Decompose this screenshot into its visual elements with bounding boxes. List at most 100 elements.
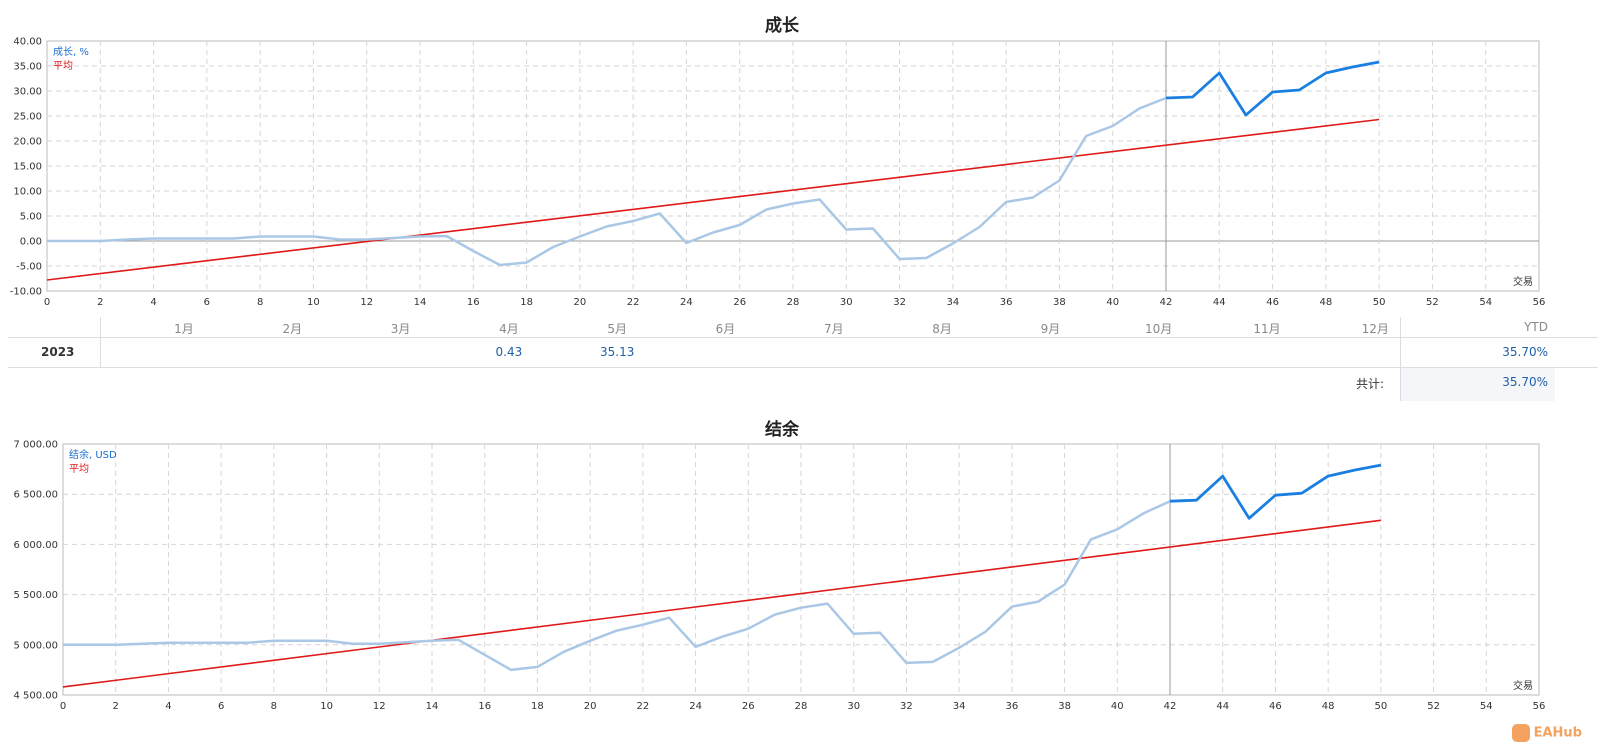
table-top-border xyxy=(8,337,1598,338)
x-tick-label: 34 xyxy=(946,297,959,308)
table-ytd-divider xyxy=(1400,317,1401,401)
y-tick-label: 5.00 xyxy=(20,212,42,223)
x-tick-label: 8 xyxy=(257,297,263,308)
year-label: 2023 xyxy=(41,345,75,359)
x-tick-label: 6 xyxy=(218,701,224,712)
x-tick-label: 38 xyxy=(1058,701,1071,712)
y-tick-label: 5 000.00 xyxy=(13,640,58,651)
x-tick-label: 40 xyxy=(1111,701,1124,712)
x-tick-label: 54 xyxy=(1479,297,1492,308)
x-tick-label: 16 xyxy=(478,701,491,712)
x-tick-label: 24 xyxy=(680,297,693,308)
x-tick-label: 10 xyxy=(320,701,333,712)
recent-series-line xyxy=(1169,463,1382,520)
x-tick-label: 10 xyxy=(307,297,320,308)
x-tick-label: 0 xyxy=(44,297,50,308)
legend-series-label: 成长, % xyxy=(53,46,89,58)
x-tick-label: 2 xyxy=(97,297,103,308)
history-series-line xyxy=(47,96,1167,267)
month-value: 0.43 xyxy=(495,345,523,359)
y-tick-label: 5 500.00 xyxy=(13,590,58,601)
x-tick-label: 20 xyxy=(573,297,586,308)
average-trend-line xyxy=(46,118,1380,281)
x-tick-label: 52 xyxy=(1427,701,1440,712)
x-tick-label: 42 xyxy=(1160,297,1173,308)
x-tick-label: 44 xyxy=(1213,297,1226,308)
legend-average-label: 平均 xyxy=(53,60,73,72)
x-tick-label: 20 xyxy=(584,701,597,712)
x-tick-label: 22 xyxy=(627,297,640,308)
y-tick-label: 40.00 xyxy=(13,37,42,48)
table-year-divider xyxy=(100,317,101,367)
month-header: 6月 xyxy=(715,322,736,336)
ytd-value: 35.70% xyxy=(1502,345,1548,359)
y-tick-label: 6 000.00 xyxy=(13,540,58,551)
x-tick-label: 48 xyxy=(1319,297,1332,308)
x-axis-label: 交易 xyxy=(1513,679,1533,692)
y-tick-label: 35.00 xyxy=(13,62,42,73)
average-trend-line xyxy=(62,519,1381,688)
x-tick-label: 36 xyxy=(1000,297,1013,308)
x-tick-label: 28 xyxy=(795,701,808,712)
x-tick-label: 44 xyxy=(1216,701,1229,712)
month-header: 7月 xyxy=(823,322,844,336)
x-tick-label: 46 xyxy=(1269,701,1282,712)
total-label: 共计: xyxy=(1355,377,1384,391)
x-tick-label: 26 xyxy=(733,297,746,308)
x-tick-label: 12 xyxy=(360,297,373,308)
x-tick-label: 54 xyxy=(1480,701,1493,712)
x-tick-label: 32 xyxy=(893,297,906,308)
watermark: EAHub xyxy=(1511,724,1582,742)
x-tick-label: 4 xyxy=(165,701,171,712)
y-tick-label: 7 000.00 xyxy=(13,440,58,451)
x-tick-label: 34 xyxy=(953,701,966,712)
month-header: 3月 xyxy=(390,322,411,336)
month-header: 4月 xyxy=(499,322,519,336)
month-value: 35.13 xyxy=(600,345,635,359)
x-tick-label: 8 xyxy=(271,701,277,712)
growth-chart-title: 成长 xyxy=(765,15,800,36)
x-tick-label: 30 xyxy=(840,297,853,308)
month-header: 2月 xyxy=(282,322,303,336)
x-axis-label: 交易 xyxy=(1513,275,1533,288)
x-tick-label: 22 xyxy=(636,701,649,712)
y-tick-label: 30.00 xyxy=(13,87,42,98)
month-header: 10月 xyxy=(1145,322,1173,336)
x-tick-label: 6 xyxy=(204,297,210,308)
month-header: 12月 xyxy=(1361,322,1389,336)
monthly-returns-table: 1月 2月 3月 4月 5月 6月 7月 8月 9月 10月 11月 12月 YTD 2023 0.4… xyxy=(8,317,1598,401)
x-tick-label: 4 xyxy=(150,297,156,308)
y-tick-label: 25.00 xyxy=(13,112,42,123)
x-tick-label: 46 xyxy=(1266,297,1279,308)
x-tick-label: 36 xyxy=(1005,701,1018,712)
x-tick-label: 52 xyxy=(1426,297,1439,308)
x-tick-label: 14 xyxy=(426,701,439,712)
y-tick-label: 15.00 xyxy=(13,162,42,173)
x-tick-label: 40 xyxy=(1106,297,1119,308)
legend-average-label: 平均 xyxy=(69,463,89,475)
x-tick-label: 50 xyxy=(1373,297,1386,308)
x-tick-label: 50 xyxy=(1374,701,1387,712)
x-tick-label: 18 xyxy=(520,297,533,308)
watermark-text: EAHub xyxy=(1533,725,1582,741)
eahub-logo-icon xyxy=(1511,724,1530,742)
y-tick-label: -5.00 xyxy=(16,262,42,273)
month-header: 5月 xyxy=(607,322,627,336)
x-tick-label: 28 xyxy=(787,297,800,308)
x-tick-label: 12 xyxy=(373,701,386,712)
y-tick-label: 20.00 xyxy=(13,137,42,148)
y-tick-label: -10.00 xyxy=(10,287,42,298)
total-cell-background xyxy=(1401,368,1555,401)
month-header: 8月 xyxy=(932,322,952,336)
y-tick-label: 0.00 xyxy=(20,237,42,248)
y-tick-label: 6 500.00 xyxy=(13,490,58,501)
x-tick-label: 24 xyxy=(689,701,702,712)
history-series-line xyxy=(63,500,1171,672)
x-tick-label: 32 xyxy=(900,701,913,712)
x-tick-label: 2 xyxy=(113,701,119,712)
x-tick-label: 38 xyxy=(1053,297,1066,308)
month-header: 11月 xyxy=(1253,322,1281,336)
x-tick-label: 56 xyxy=(1533,297,1546,308)
x-tick-label: 0 xyxy=(60,701,66,712)
month-header: 1月 xyxy=(174,322,194,336)
